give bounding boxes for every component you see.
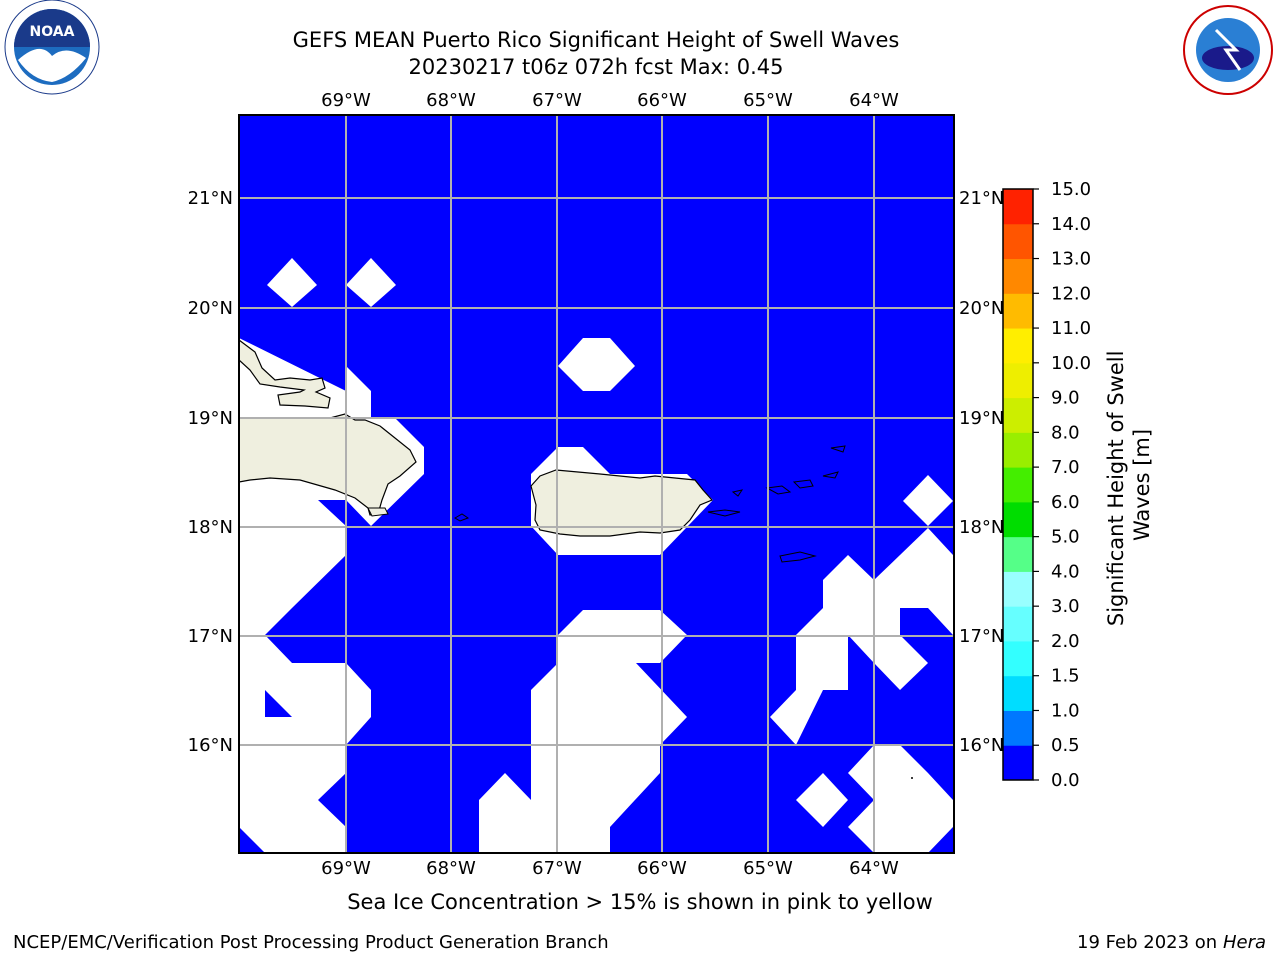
lon-label-top: 68°W <box>426 90 476 111</box>
chart-subtitle: 20230217 t06z 072h fcst Max: 0.45 <box>408 55 784 79</box>
lon-label-bottom: 68°W <box>426 858 476 879</box>
puerto-rico <box>530 469 714 537</box>
colorbar-tick-label: 7.0 <box>1051 457 1080 478</box>
colorbar-tick-label: 8.0 <box>1051 422 1080 443</box>
colorbar-cell <box>1003 675 1033 711</box>
colorbar-tick-label: 5.0 <box>1051 527 1080 548</box>
island-st-croix <box>779 551 817 563</box>
colorbar-label: Significant Height of Swell Waves [m] <box>1104 344 1154 626</box>
lat-label-left: 17°N <box>188 626 233 647</box>
chart-title: GEFS MEAN Puerto Rico Significant Height… <box>292 28 900 52</box>
island-beata <box>367 507 389 517</box>
lon-label-bottom: 69°W <box>321 858 371 879</box>
lon-label-bottom: 64°W <box>849 858 899 879</box>
noaa-logo: NOAA <box>4 0 100 95</box>
island-st-thomas <box>765 485 792 495</box>
lat-label-left: 19°N <box>188 408 233 429</box>
lon-label-bottom: 67°W <box>532 858 582 879</box>
map-frame <box>238 114 955 854</box>
lon-label-top: 67°W <box>532 90 582 111</box>
colorbar-cell <box>1003 571 1033 607</box>
colorbar-cell <box>1003 501 1033 538</box>
nws-logo <box>1183 5 1273 95</box>
colorbar-cell <box>1003 362 1033 399</box>
island-aves <box>911 777 913 779</box>
island-vieques <box>707 509 741 517</box>
lon-label-bottom: 66°W <box>637 858 687 879</box>
hispaniola <box>238 413 417 516</box>
colorbar-cell <box>1003 293 1033 329</box>
masked-region <box>346 258 396 307</box>
credit-date: 19 Feb 2023 on <box>1077 932 1218 953</box>
colorbar-tick-label: 0.0 <box>1051 770 1080 791</box>
colorbar-tick-label: 9.0 <box>1051 388 1080 409</box>
colorbar-tick-label: 0.5 <box>1051 735 1080 756</box>
colorbar-cell <box>1003 258 1033 294</box>
masked-region <box>558 338 635 391</box>
lon-label-top: 66°W <box>637 90 687 111</box>
colorbar-cell <box>1003 640 1033 677</box>
island-virgin-gorda <box>822 471 839 479</box>
lon-label-top: 69°W <box>321 90 371 111</box>
lon-label-top: 65°W <box>743 90 793 111</box>
colorbar-cell <box>1003 606 1033 642</box>
island-tortola <box>792 479 814 489</box>
colorbar-tick-label: 3.0 <box>1051 596 1080 617</box>
lat-label-right: 16°N <box>959 735 1004 756</box>
colorbar-tick-label: 1.0 <box>1051 700 1080 721</box>
colorbar-tick-label: 1.5 <box>1051 666 1080 687</box>
colorbar-tick-label: 4.0 <box>1051 561 1080 582</box>
credit-left: NCEP/EMC/Verification Post Processing Pr… <box>13 932 609 953</box>
colorbar-cell <box>1003 536 1033 572</box>
island-culebra <box>731 489 744 497</box>
masked-region <box>903 475 953 526</box>
lon-label-top: 64°W <box>849 90 899 111</box>
colorbar-tick-label: 12.0 <box>1051 283 1091 304</box>
island-mona <box>454 513 470 522</box>
masked-region <box>479 610 687 853</box>
lat-label-right: 21°N <box>959 188 1004 209</box>
colorbar-tick-label: 11.0 <box>1051 318 1091 339</box>
lat-label-right: 17°N <box>959 626 1004 647</box>
sea-ice-note: Sea Ice Concentration > 15% is shown in … <box>347 890 933 914</box>
colorbar-cell <box>1003 745 1033 781</box>
colorbar-tick-label: 2.0 <box>1051 631 1080 652</box>
colorbar: 0.0 0.5 1.0 1.5 2.0 3.0 4.0 5.0 6.0 7.0 8.0 9.0 10.0… <box>1002 179 1091 791</box>
lat-label-right: 20°N <box>959 298 1004 319</box>
lat-label-left: 18°N <box>188 517 233 538</box>
colorbar-frame <box>1002 188 1034 781</box>
island-anegada <box>830 445 846 453</box>
colorbar-cell <box>1003 710 1033 746</box>
credit-right: 19 Feb 2023 on Hera <box>1077 932 1266 953</box>
colorbar-tick-label: 15.0 <box>1051 179 1091 200</box>
credit-machine: Hera <box>1222 932 1266 953</box>
lat-label-right: 19°N <box>959 408 1004 429</box>
colorbar-tick-label: 14.0 <box>1051 214 1091 235</box>
colorbar-cell <box>1003 432 1033 468</box>
colorbar-cell <box>1003 397 1033 433</box>
colorbar-tick-label: 13.0 <box>1051 249 1091 270</box>
colorbar-cell <box>1003 189 1033 225</box>
colorbar-cell <box>1003 467 1033 503</box>
colorbar-tick-label: 10.0 <box>1051 353 1091 374</box>
svg-text:NOAA: NOAA <box>30 24 75 40</box>
colorbar-cell <box>1003 328 1033 364</box>
graticule <box>239 115 954 853</box>
colorbar-tick-label: 6.0 <box>1051 492 1080 513</box>
lat-label-left: 21°N <box>188 188 233 209</box>
ocean-patch <box>265 690 292 717</box>
hispaniola-north <box>238 338 331 409</box>
lat-label-left: 16°N <box>188 735 233 756</box>
lat-label-right: 18°N <box>959 517 1004 538</box>
masked-region <box>796 773 848 827</box>
colorbar-cell <box>1003 223 1033 260</box>
lat-label-left: 20°N <box>188 298 233 319</box>
lon-label-bottom: 65°W <box>743 858 793 879</box>
masked-region <box>267 258 317 307</box>
